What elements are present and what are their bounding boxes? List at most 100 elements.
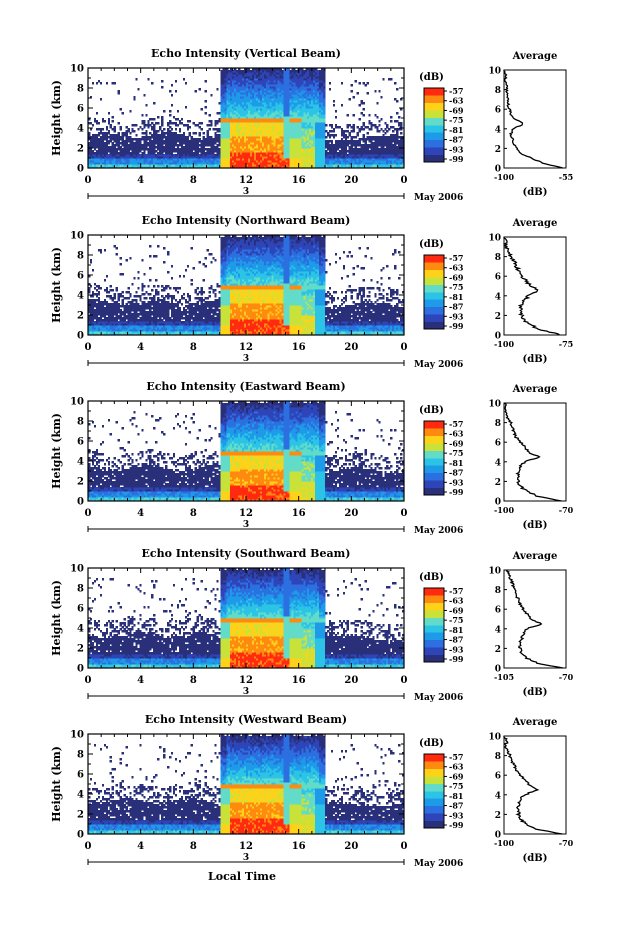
heatmap-cell: [250, 90, 252, 92]
heatmap-cell: [319, 126, 321, 128]
heatmap-cell: [374, 114, 376, 116]
heatmap-cell: [284, 78, 286, 80]
heatmap-cell: [147, 152, 149, 154]
heatmap-cell: [317, 106, 319, 108]
heatmap-cell: [307, 90, 309, 92]
heatmap-cell: [266, 142, 268, 144]
heatmap-cell: [307, 70, 309, 72]
heatmap-cell: [339, 150, 341, 152]
heatmap-cell: [175, 150, 177, 152]
heatmap-cell: [94, 325, 96, 327]
beam-panel-2: Echo Intensity (Northward Beam)0246810He…: [50, 214, 573, 370]
heatmap-cell: [270, 74, 272, 76]
heatmap-cell: [234, 76, 236, 78]
heatmap-cell: [116, 160, 118, 162]
heatmap-cell: [116, 134, 118, 136]
heatmap-cell: [139, 126, 141, 128]
heatmap-cell: [378, 140, 380, 142]
heatmap-cell: [143, 120, 145, 122]
heatmap-cell: [108, 146, 110, 148]
heatmap-cell: [301, 122, 303, 124]
heatmap-cell: [272, 152, 274, 154]
heatmap-cell: [222, 106, 224, 108]
heatmap-cell: [380, 148, 382, 150]
heatmap-cell: [272, 138, 274, 140]
heatmap-cell: [258, 140, 260, 142]
heatmap-cell: [147, 122, 149, 124]
heatmap-cell: [382, 148, 384, 150]
heatmap-cell: [307, 118, 309, 120]
heatmap-cell: [305, 100, 307, 102]
heatmap-cell: [317, 146, 319, 148]
heatmap-cell: [193, 148, 195, 150]
heatmap-cell: [129, 146, 131, 148]
heatmap-cell: [106, 160, 108, 162]
heatmap-cell: [197, 156, 199, 158]
heatmap-cell: [252, 100, 254, 102]
heatmap-cell: [258, 132, 260, 134]
heatmap-cell: [155, 164, 157, 166]
heatmap-cell: [137, 150, 139, 152]
heatmap-cell: [254, 96, 256, 98]
heatmap-cell: [293, 120, 295, 122]
heatmap-cell: [370, 164, 372, 166]
heatmap-cell: [355, 152, 357, 154]
heatmap-cell: [133, 160, 135, 162]
heatmap-cell: [319, 156, 321, 158]
heatmap-cell: [309, 116, 311, 118]
heatmap-cell: [224, 160, 226, 162]
heatmap-cell: [299, 116, 301, 118]
heatmap-cell: [396, 138, 398, 140]
heatmap-cell: [305, 164, 307, 166]
heatmap-cell: [139, 138, 141, 140]
heatmap-cell: [248, 124, 250, 126]
heatmap-cell: [118, 146, 120, 148]
heatmap-cell: [274, 74, 276, 76]
heatmap-cell: [254, 108, 256, 110]
heatmap-cell: [187, 138, 189, 140]
heatmap-cell: [264, 130, 266, 132]
heatmap-cell: [355, 142, 357, 144]
heatmap-cell: [135, 124, 137, 126]
heatmap-cell: [384, 140, 386, 142]
heatmap-cell: [175, 124, 177, 126]
heatmap-cell: [295, 144, 297, 146]
heatmap-cell: [313, 100, 315, 102]
heatmap-cell: [250, 126, 252, 128]
heatmap-cell: [234, 102, 236, 104]
heatmap-cell: [242, 76, 244, 78]
heatmap-cell: [159, 134, 161, 136]
heatmap-cell: [224, 140, 226, 142]
heatmap-cell: [284, 96, 286, 98]
heatmap-cell: [343, 162, 345, 164]
heatmap-cell: [264, 104, 266, 106]
colorbar-swatch: [424, 95, 444, 103]
heatmap-cell: [287, 106, 289, 108]
heatmap-cell: [98, 152, 100, 154]
heatmap-cell: [276, 86, 278, 88]
heatmap-cell: [222, 74, 224, 76]
heatmap-cell: [220, 160, 222, 162]
heatmap-cell: [297, 158, 299, 160]
heatmap-cell: [124, 162, 126, 164]
heatmap-cell: [262, 82, 264, 84]
heatmap-cell: [137, 148, 139, 150]
heatmap-cell: [183, 154, 185, 156]
heatmap-cell: [218, 152, 220, 154]
heatmap-cell: [252, 102, 254, 104]
heatmap-cell: [256, 118, 258, 120]
heatmap-cell: [216, 164, 218, 166]
heatmap-cell: [268, 94, 270, 96]
heatmap-cell: [289, 136, 291, 138]
heatmap-cell: [248, 134, 250, 136]
heatmap-cell: [254, 150, 256, 152]
heatmap-cell: [347, 158, 349, 160]
heatmap-cell: [319, 110, 321, 112]
heatmap-cell: [291, 80, 293, 82]
heatmap-cell: [240, 154, 242, 156]
heatmap-cell: [120, 154, 122, 156]
heatmap-cell: [276, 92, 278, 94]
heatmap-cell: [282, 108, 284, 110]
heatmap-cell: [250, 154, 252, 156]
heatmap-cell: [238, 138, 240, 140]
